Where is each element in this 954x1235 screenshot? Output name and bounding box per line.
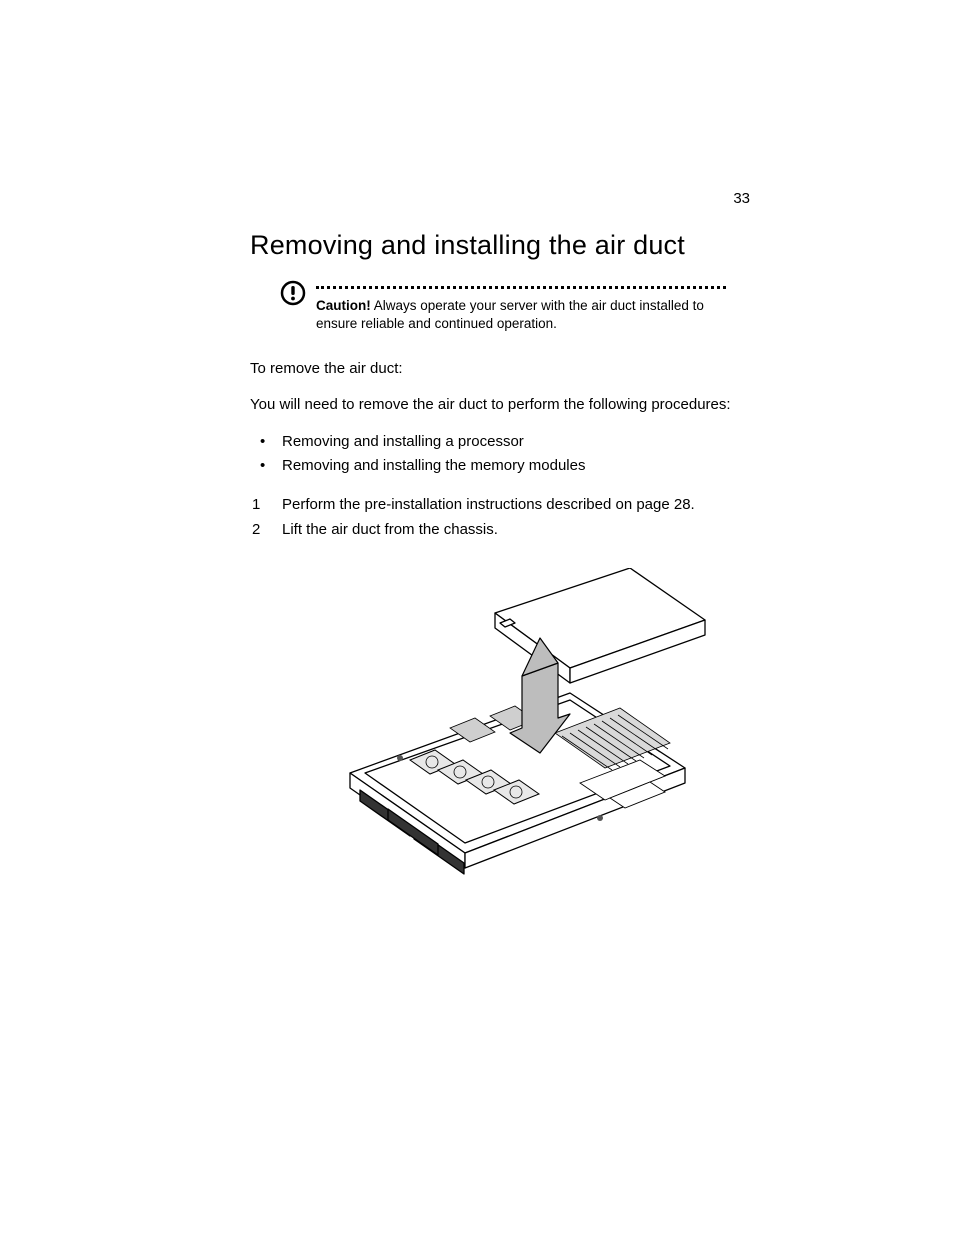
section-heading: Removing and installing the air duct bbox=[250, 230, 750, 261]
numbered-list: 1 Perform the pre-installation instructio… bbox=[250, 492, 750, 543]
caution-label: Caution! bbox=[316, 298, 371, 313]
caution-text: Caution! Always operate your server with… bbox=[316, 297, 706, 333]
dotted-divider bbox=[316, 286, 726, 289]
list-item: 2 Lift the air duct from the chassis. bbox=[250, 517, 750, 543]
step-text: Perform the pre-installation instruction… bbox=[282, 496, 695, 513]
list-item: Removing and installing the memory modul… bbox=[250, 454, 750, 478]
caution-body: Always operate your server with the air … bbox=[316, 298, 704, 331]
bullet-list: Removing and installing a processor Remo… bbox=[250, 430, 750, 478]
lead-text: You will need to remove the air duct to … bbox=[250, 394, 750, 416]
page-number: 33 bbox=[733, 190, 750, 207]
list-item: 1 Perform the pre-installation instructio… bbox=[250, 492, 750, 518]
step-text: Lift the air duct from the chassis. bbox=[282, 521, 498, 538]
caution-icon bbox=[280, 280, 306, 311]
caution-block: Caution! Always operate your server with… bbox=[280, 286, 750, 333]
figure-air-duct bbox=[250, 568, 750, 893]
list-item: Removing and installing a processor bbox=[250, 430, 750, 454]
step-number: 2 bbox=[252, 517, 260, 543]
step-number: 1 bbox=[252, 492, 260, 518]
intro-text: To remove the air duct: bbox=[250, 358, 750, 380]
